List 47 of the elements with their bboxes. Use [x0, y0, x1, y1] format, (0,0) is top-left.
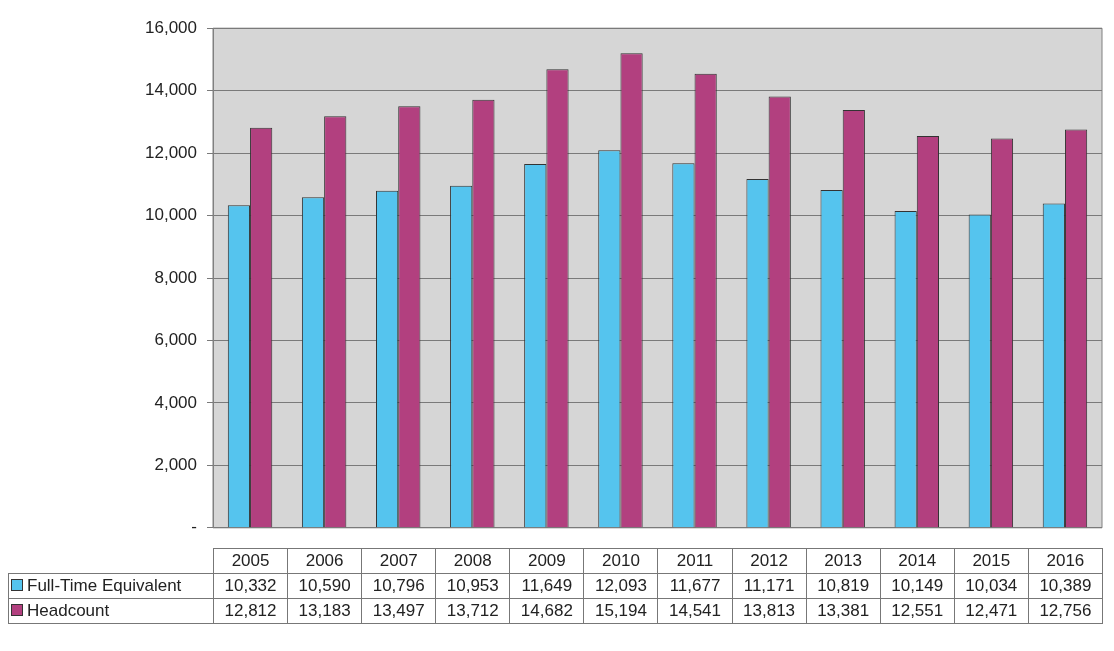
data-label: 10,819	[806, 573, 881, 599]
data-label: 10,590	[287, 573, 362, 599]
legend-label: Headcount	[8, 598, 214, 624]
data-label: 13,712	[435, 598, 510, 624]
y-tick-label: 4,000	[154, 392, 197, 412]
x-tick-label: 2016	[1028, 548, 1103, 574]
x-tick-label: 2010	[583, 548, 658, 574]
data-label: 12,812	[213, 598, 288, 624]
data-label: 12,756	[1028, 598, 1103, 624]
x-tick-label: 2006	[287, 548, 362, 574]
data-label: 14,541	[657, 598, 733, 624]
y-tick-label: 14,000	[145, 80, 197, 100]
x-tick-label: 2009	[509, 548, 584, 574]
y-tick-label: 10,000	[145, 205, 197, 225]
data-label: 10,034	[954, 573, 1029, 599]
data-label: 12,093	[583, 573, 658, 599]
data-label: 14,682	[509, 598, 584, 624]
y-tick-label: 6,000	[154, 330, 197, 350]
x-tick-label: 2015	[954, 548, 1029, 574]
data-label: 10,389	[1028, 573, 1103, 599]
y-tick-label: 8,000	[154, 267, 197, 287]
x-tick-label: 2008	[435, 548, 510, 574]
legend-label: Full-Time Equivalent	[8, 573, 214, 599]
data-label: 10,332	[213, 573, 288, 599]
data-label: 11,677	[657, 573, 733, 599]
x-tick-label: 2005	[213, 548, 288, 574]
y-tick-label: 16,000	[145, 17, 197, 37]
y-tick-label: 2,000	[154, 455, 197, 475]
x-tick-label: 2011	[657, 548, 733, 574]
data-label: 13,813	[732, 598, 807, 624]
data-label: 10,953	[435, 573, 510, 599]
x-tick-label: 2013	[806, 548, 881, 574]
data-label: 12,471	[954, 598, 1029, 624]
x-tick-label: 2007	[361, 548, 436, 574]
x-tick-label: 2012	[732, 548, 807, 574]
data-label: 15,194	[583, 598, 658, 624]
x-tick-label: 2014	[880, 548, 955, 574]
data-label: 13,183	[287, 598, 362, 624]
y-tick-label: 12,000	[145, 142, 197, 162]
data-label: 13,497	[361, 598, 436, 624]
y-tick-label: -	[191, 517, 197, 537]
data-label: 10,149	[880, 573, 955, 599]
data-label: 11,171	[732, 573, 807, 599]
data-label: 11,649	[509, 573, 584, 599]
data-label: 12,551	[880, 598, 955, 624]
data-label: 13,381	[806, 598, 881, 624]
data-label: 10,796	[361, 573, 436, 599]
